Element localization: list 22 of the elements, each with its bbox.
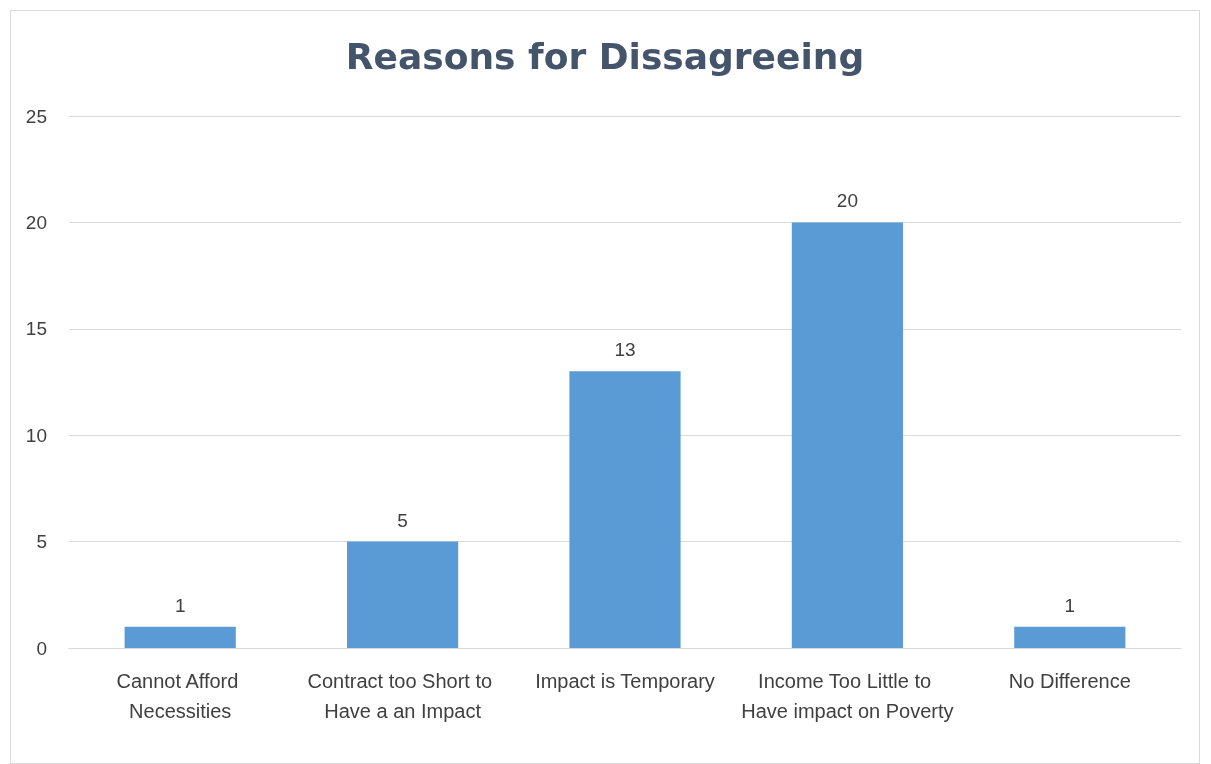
y-tick-label: 15 [25,318,47,340]
bar [569,371,681,648]
y-tick-label: 0 [36,637,47,659]
y-tick-label: 10 [25,424,47,446]
x-tick-label: Cannot Afford Necessities [116,670,244,722]
bar [791,222,903,648]
bar [347,541,459,648]
data-label: 5 [397,509,408,531]
data-label: 1 [1064,594,1076,616]
bar [124,626,236,648]
y-tick-label: 20 [25,211,47,233]
x-tick-label: No Difference [1008,670,1131,692]
y-tick-label: 25 [25,105,47,127]
x-tick-label: Income Too Little to Have impact on Poverty [741,670,954,722]
chart-title: Reasons for Dissagreeing [345,35,865,77]
bar [1014,626,1126,648]
x-tick-label: Contract too Short to Have a an Impact [307,670,498,722]
y-tick-label: 5 [36,531,47,553]
data-label: 13 [614,339,636,361]
data-label: 1 [174,594,186,616]
x-tick-label: Impact is Temporary [535,670,715,692]
data-label: 20 [836,190,858,212]
